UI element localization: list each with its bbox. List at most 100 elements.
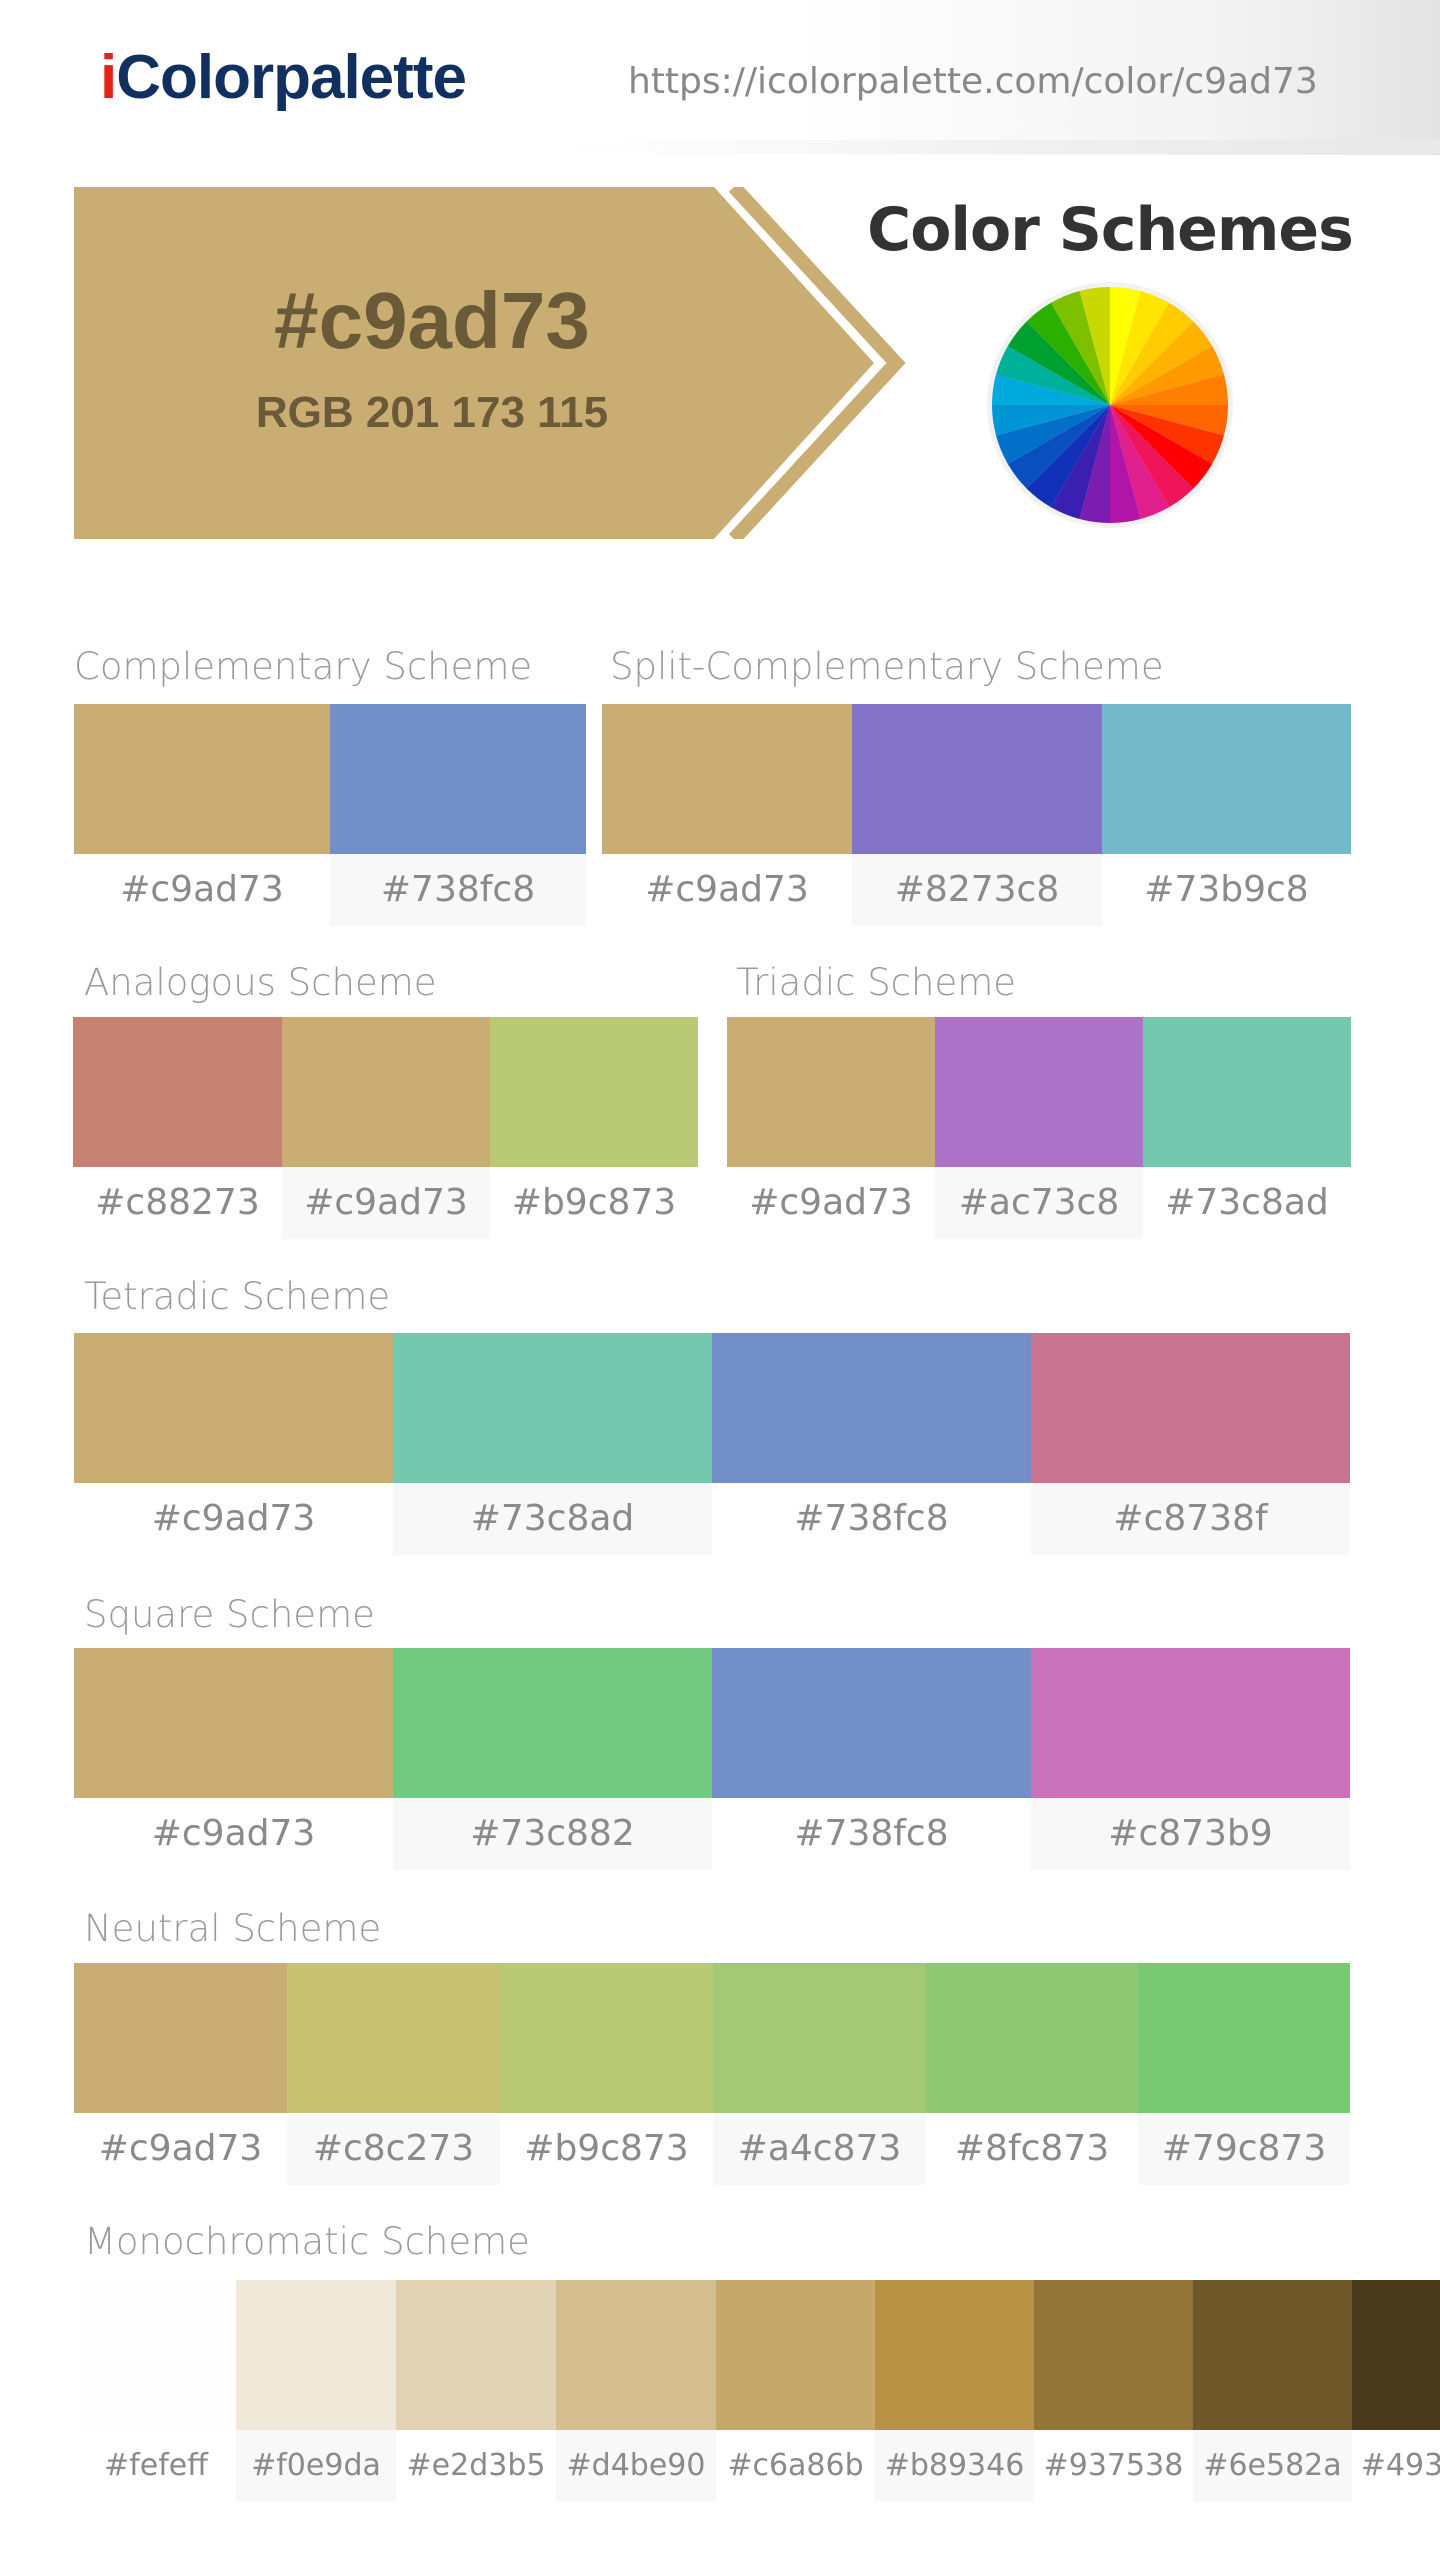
color-swatch[interactable]: #c9ad73 (74, 1963, 287, 2185)
swatch-hex-code[interactable]: #73c8ad (393, 1483, 712, 1555)
color-swatch[interactable]: #b9c873 (500, 1963, 713, 2185)
swatch-color-chip[interactable] (282, 1017, 490, 1167)
color-swatch[interactable]: #8fc873 (926, 1963, 1138, 2185)
swatch-hex-code[interactable]: #c8c273 (287, 2113, 500, 2185)
swatch-hex-code[interactable]: #c873b9 (1031, 1798, 1350, 1870)
color-swatch[interactable]: #a4c873 (713, 1963, 926, 2185)
color-swatch[interactable]: #738fc8 (712, 1648, 1031, 1870)
swatch-color-chip[interactable] (713, 1963, 926, 2113)
swatch-hex-code[interactable]: #d4be90 (556, 2430, 716, 2502)
swatch-hex-code[interactable]: #8fc873 (954, 2128, 1110, 2169)
swatch-hex-code[interactable]: #73c8ad (1165, 1182, 1329, 1223)
color-swatch[interactable]: #b89346 (875, 2280, 1034, 2502)
color-swatch[interactable]: #c8738f (1031, 1333, 1350, 1555)
swatch-hex-code[interactable]: #c9ad73 (749, 1182, 913, 1223)
swatch-hex-code[interactable]: #c9ad73 (645, 869, 809, 910)
swatch-color-chip[interactable] (330, 704, 586, 854)
swatch-color-chip[interactable] (500, 1963, 713, 2113)
swatch-hex-code[interactable]: #738fc8 (330, 854, 586, 926)
swatch-color-chip[interactable] (1031, 1333, 1350, 1483)
color-swatch[interactable]: #738fc8 (330, 704, 586, 926)
color-swatch[interactable]: #937538 (1034, 2280, 1193, 2502)
swatch-hex-code[interactable]: #b89346 (875, 2430, 1034, 2502)
color-swatch[interactable]: #c9ad73 (74, 1333, 393, 1555)
swatch-color-chip[interactable] (926, 1963, 1138, 2113)
swatch-hex-code[interactable]: #c9ad73 (151, 1813, 316, 1854)
swatch-hex-code[interactable]: #738fc8 (794, 1498, 949, 1539)
swatch-color-chip[interactable] (1143, 1017, 1351, 1167)
swatch-hex-code[interactable]: #493 (1360, 2448, 1440, 2483)
swatch-color-chip[interactable] (1193, 2280, 1352, 2430)
swatch-color-chip[interactable] (76, 2280, 236, 2430)
swatch-hex-code[interactable]: #79c873 (1138, 2113, 1350, 2185)
swatch-hex-code[interactable]: #c6a86b (727, 2448, 864, 2483)
swatch-color-chip[interactable] (1102, 704, 1351, 854)
swatch-hex-code[interactable]: #f0e9da (236, 2430, 396, 2502)
swatch-color-chip[interactable] (393, 1333, 712, 1483)
swatch-color-chip[interactable] (716, 2280, 875, 2430)
swatch-color-chip[interactable] (852, 704, 1102, 854)
swatch-color-chip[interactable] (1138, 1963, 1350, 2113)
color-swatch[interactable]: #c9ad73 (282, 1017, 490, 1239)
page-url[interactable]: https://icolorpalette.com/color/c9ad73 (628, 61, 1318, 102)
swatch-hex-code[interactable]: #c9ad73 (98, 2128, 263, 2169)
swatch-hex-code[interactable]: #73c882 (393, 1798, 712, 1870)
swatch-color-chip[interactable] (236, 2280, 396, 2430)
swatch-color-chip[interactable] (73, 1017, 282, 1167)
color-swatch[interactable]: #493 (1352, 2280, 1440, 2502)
swatch-color-chip[interactable] (602, 704, 852, 854)
color-swatch[interactable]: #c9ad73 (74, 1648, 393, 1870)
swatch-color-chip[interactable] (875, 2280, 1034, 2430)
swatch-color-chip[interactable] (393, 1648, 712, 1798)
color-swatch[interactable]: #6e582a (1193, 2280, 1352, 2502)
swatch-hex-code[interactable]: #8273c8 (852, 854, 1102, 926)
swatch-hex-code[interactable]: #ac73c8 (935, 1167, 1143, 1239)
swatch-color-chip[interactable] (712, 1648, 1031, 1798)
swatch-color-chip[interactable] (396, 2280, 556, 2430)
color-swatch[interactable]: #c6a86b (716, 2280, 875, 2502)
color-swatch[interactable]: #c9ad73 (602, 704, 852, 926)
swatch-color-chip[interactable] (490, 1017, 698, 1167)
color-swatch[interactable]: #c88273 (73, 1017, 282, 1239)
swatch-color-chip[interactable] (74, 704, 330, 854)
swatch-color-chip[interactable] (712, 1333, 1031, 1483)
swatch-hex-code[interactable]: #b9c873 (524, 2128, 689, 2169)
color-swatch[interactable]: #8273c8 (852, 704, 1102, 926)
color-swatch[interactable]: #73b9c8 (1102, 704, 1351, 926)
swatch-color-chip[interactable] (556, 2280, 716, 2430)
color-swatch[interactable]: #79c873 (1138, 1963, 1350, 2185)
color-swatch[interactable]: #f0e9da (236, 2280, 396, 2502)
swatch-color-chip[interactable] (287, 1963, 500, 2113)
color-swatch[interactable]: #73c8ad (393, 1333, 712, 1555)
swatch-hex-code[interactable]: #c88273 (95, 1182, 260, 1223)
site-logo[interactable]: iColorpalette (100, 38, 467, 118)
color-swatch[interactable]: #c8c273 (287, 1963, 500, 2185)
color-swatch[interactable]: #e2d3b5 (396, 2280, 556, 2502)
color-swatch[interactable]: #c9ad73 (727, 1017, 935, 1239)
swatch-color-chip[interactable] (1352, 2280, 1440, 2430)
swatch-hex-code[interactable]: #6e582a (1193, 2430, 1352, 2502)
swatch-color-chip[interactable] (1031, 1648, 1350, 1798)
color-swatch[interactable]: #73c8ad (1143, 1017, 1351, 1239)
swatch-color-chip[interactable] (74, 1333, 393, 1483)
swatch-hex-code[interactable]: #c8738f (1031, 1483, 1350, 1555)
swatch-color-chip[interactable] (727, 1017, 935, 1167)
swatch-color-chip[interactable] (1034, 2280, 1193, 2430)
swatch-hex-code[interactable]: #c9ad73 (282, 1167, 490, 1239)
color-swatch[interactable]: #c9ad73 (74, 704, 330, 926)
color-swatch[interactable]: #c873b9 (1031, 1648, 1350, 1870)
color-swatch[interactable]: #d4be90 (556, 2280, 716, 2502)
swatch-color-chip[interactable] (74, 1963, 287, 2113)
swatch-color-chip[interactable] (74, 1648, 393, 1798)
swatch-hex-code[interactable]: #c9ad73 (151, 1498, 316, 1539)
swatch-hex-code[interactable]: #fefeff (104, 2448, 208, 2483)
color-swatch[interactable]: #b9c873 (490, 1017, 698, 1239)
swatch-hex-code[interactable]: #738fc8 (794, 1813, 949, 1854)
color-swatch[interactable]: #738fc8 (712, 1333, 1031, 1555)
color-swatch[interactable]: #73c882 (393, 1648, 712, 1870)
swatch-hex-code[interactable]: #b9c873 (511, 1182, 677, 1223)
color-swatch[interactable]: #ac73c8 (935, 1017, 1143, 1239)
swatch-hex-code[interactable]: #937538 (1043, 2448, 1184, 2483)
swatch-hex-code[interactable]: #e2d3b5 (406, 2448, 546, 2483)
swatch-color-chip[interactable] (935, 1017, 1143, 1167)
